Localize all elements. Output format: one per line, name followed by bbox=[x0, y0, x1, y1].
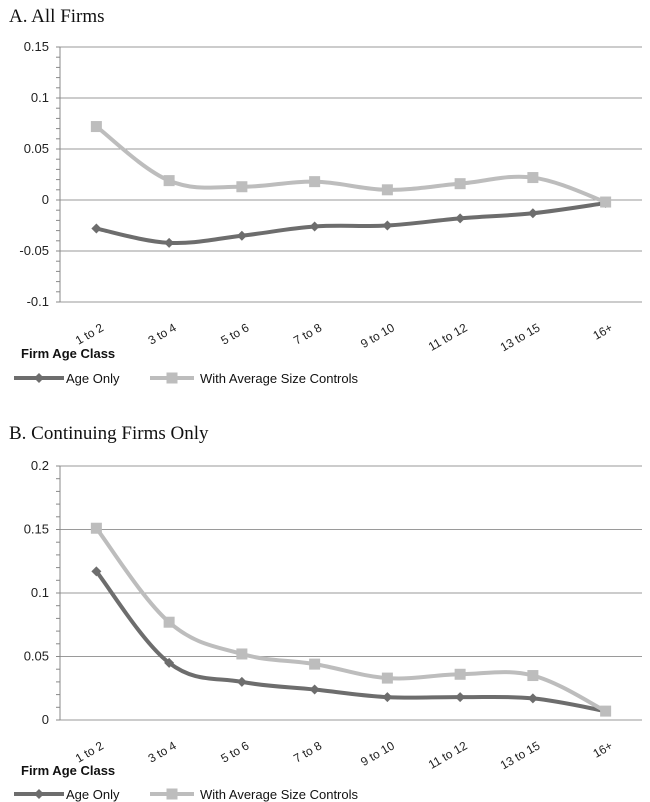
data-point-marker bbox=[454, 668, 466, 680]
data-point-marker bbox=[527, 208, 538, 219]
panel-b-title: B. Continuing Firms Only bbox=[9, 423, 209, 444]
panel-a-title: A. All Firms bbox=[9, 6, 105, 27]
data-point-marker bbox=[163, 175, 175, 187]
y-tick-label: 0.1 bbox=[31, 90, 49, 105]
y-tick-label: -0.05 bbox=[19, 243, 49, 258]
x-tick-label: 1 to 2 bbox=[73, 738, 106, 765]
series-line bbox=[94, 570, 606, 714]
x-axis-title: Firm Age Class bbox=[21, 763, 115, 778]
data-point-marker bbox=[454, 178, 466, 190]
data-point-marker bbox=[600, 705, 612, 717]
x-tick-label: 3 to 4 bbox=[146, 738, 179, 765]
x-tick-label: 7 to 8 bbox=[291, 320, 324, 347]
x-tick-label: 5 to 6 bbox=[218, 738, 251, 765]
legend-label-age-only: Age Only bbox=[66, 371, 120, 386]
data-point-marker bbox=[381, 184, 393, 196]
y-tick-label: 0.1 bbox=[31, 585, 49, 600]
y-tick-label: 0.05 bbox=[24, 141, 49, 156]
chart-b: 0 0.05 0.1 0.15 0.2 1 to 2 3 to 4 5 to 6 7 to 8 9… bbox=[14, 458, 642, 802]
y-tick-label: 0 bbox=[42, 192, 49, 207]
y-tick-label: -0.1 bbox=[27, 294, 49, 309]
x-tick-label: 9 to 10 bbox=[358, 320, 397, 351]
data-point-marker bbox=[90, 121, 102, 133]
legend-label-age-only: Age Only bbox=[66, 787, 120, 802]
data-point-marker bbox=[236, 230, 247, 241]
data-point-marker bbox=[309, 221, 320, 232]
series-line bbox=[95, 124, 607, 204]
x-tick-label: 5 to 6 bbox=[218, 320, 251, 347]
y-tick-label: 0.2 bbox=[31, 458, 49, 473]
data-point-marker bbox=[309, 684, 320, 695]
legend-marker-size-controls bbox=[166, 788, 178, 800]
data-point-marker bbox=[527, 172, 539, 184]
data-point-marker bbox=[91, 566, 102, 577]
data-point-marker bbox=[91, 223, 102, 234]
x-tick-label: 16+ bbox=[590, 320, 615, 342]
data-point-marker bbox=[164, 237, 175, 248]
data-point-marker bbox=[527, 693, 538, 704]
chart-a: -0.1 -0.05 0 0.05 0.1 0.15 1 to 2 3 to 4 5 to 6 7… bbox=[14, 39, 642, 386]
x-tick-label: 3 to 4 bbox=[146, 320, 179, 347]
data-point-marker bbox=[455, 213, 466, 224]
data-point-marker bbox=[382, 220, 393, 231]
legend-label-size-controls: With Average Size Controls bbox=[200, 371, 358, 386]
data-point-marker bbox=[527, 670, 539, 682]
data-point-marker bbox=[163, 616, 175, 628]
y-tick-label: 0 bbox=[42, 712, 49, 727]
y-tick-label: 0.15 bbox=[24, 522, 49, 537]
data-point-marker bbox=[382, 692, 393, 703]
y-tick-label: 0.15 bbox=[24, 39, 49, 54]
y-tick-label: 0.05 bbox=[24, 649, 49, 664]
x-tick-label: 13 to 15 bbox=[498, 738, 543, 772]
data-point-marker bbox=[164, 657, 175, 668]
x-tick-label: 9 to 10 bbox=[358, 738, 397, 769]
legend-marker-age-only bbox=[34, 789, 44, 799]
data-point-marker bbox=[309, 176, 321, 188]
x-tick-label: 11 to 12 bbox=[426, 320, 470, 354]
legend-marker-size-controls bbox=[166, 372, 178, 384]
data-point-marker bbox=[236, 676, 247, 687]
x-tick-label: 16+ bbox=[590, 738, 615, 760]
x-tick-label: 7 to 8 bbox=[291, 738, 324, 765]
x-tick-label: 13 to 15 bbox=[498, 320, 543, 354]
data-point-marker bbox=[90, 522, 102, 534]
data-point-marker bbox=[309, 658, 321, 670]
x-axis-title: Firm Age Class bbox=[21, 346, 115, 361]
x-tick-label: 11 to 12 bbox=[426, 738, 470, 772]
legend-label-size-controls: With Average Size Controls bbox=[200, 787, 358, 802]
data-point-marker bbox=[236, 648, 248, 660]
series-line bbox=[95, 201, 606, 246]
legend-marker-age-only bbox=[34, 373, 44, 383]
data-point-marker bbox=[236, 181, 248, 193]
data-point-marker bbox=[381, 672, 393, 684]
x-tick-label: 1 to 2 bbox=[73, 320, 106, 347]
data-point-marker bbox=[455, 692, 466, 703]
data-point-marker bbox=[600, 196, 612, 208]
